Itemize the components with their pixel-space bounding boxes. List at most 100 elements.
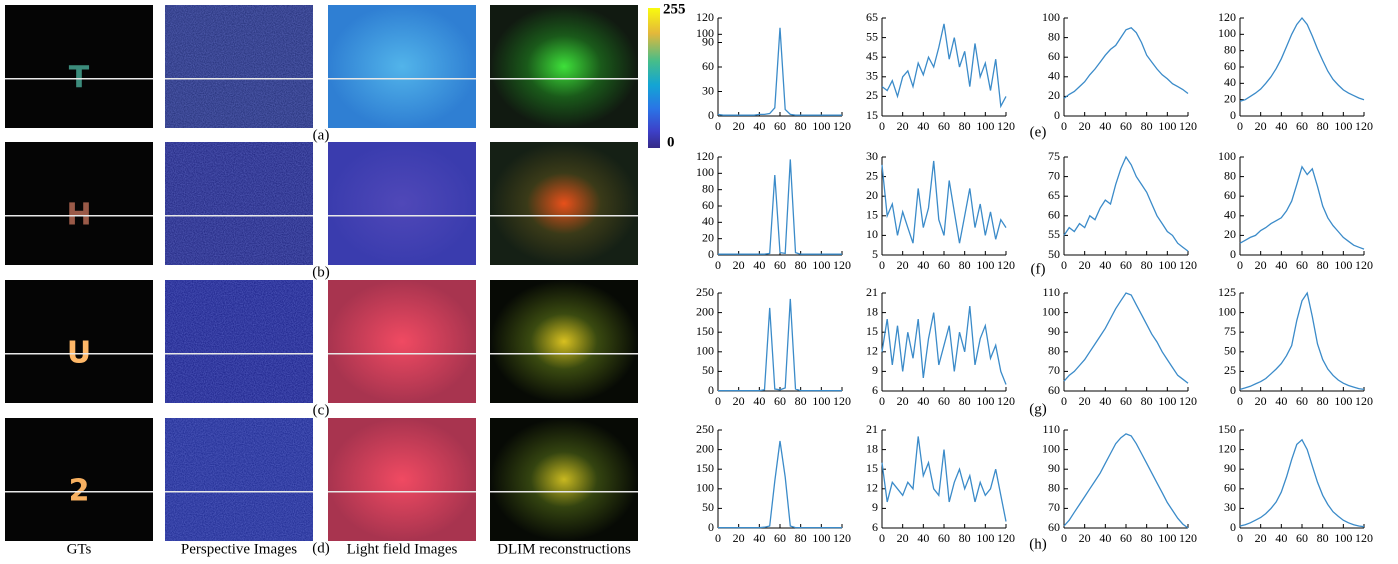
x-tick-label: 60 — [938, 394, 950, 408]
x-tick-label: 0 — [1237, 531, 1243, 545]
perspective-noise — [165, 142, 313, 265]
gt-image — [5, 418, 153, 541]
x-tick-label: 0 — [715, 394, 721, 408]
x-tick-label: 0 — [1061, 119, 1067, 133]
x-tick-label: 100 — [976, 258, 994, 272]
y-tick-label: 40 — [1224, 75, 1236, 89]
x-tick-label: 40 — [1099, 258, 1111, 272]
x-tick-label: 60 — [1120, 258, 1132, 272]
x-tick-label: 40 — [1275, 394, 1287, 408]
y-tick-label: 15 — [866, 108, 878, 122]
y-tick-label: 5 — [872, 247, 878, 261]
x-tick-label: 0 — [1237, 119, 1243, 133]
y-tick-label: 25 — [1224, 363, 1236, 377]
x-tick-label: 120 — [1179, 258, 1197, 272]
profile-curve — [718, 298, 842, 392]
y-tick-label: 90 — [1224, 461, 1236, 475]
x-tick-label: 40 — [1099, 119, 1111, 133]
x-tick-label: 0 — [879, 119, 885, 133]
gt-glyph: U — [67, 335, 91, 370]
y-tick-label: 60 — [1048, 383, 1060, 397]
y-tick-label: 90 — [1048, 324, 1060, 338]
x-tick-label: 80 — [959, 531, 971, 545]
y-tick-label: 90 — [702, 34, 714, 48]
y-tick-label: 0 — [1054, 108, 1060, 122]
colorbar-min: 0 — [667, 134, 675, 150]
profile-curve — [881, 436, 1007, 522]
profile-curve — [881, 306, 1007, 385]
x-tick-label: 40 — [1099, 531, 1111, 545]
x-tick-label: 60 — [1296, 394, 1308, 408]
y-tick-label: 60 — [1224, 188, 1236, 202]
y-tick-label: 30 — [702, 83, 714, 97]
y-tick-label: 110 — [1042, 422, 1060, 436]
y-tick-label: 80 — [1224, 168, 1236, 182]
x-tick-label: 80 — [959, 119, 971, 133]
x-tick-label: 0 — [1061, 258, 1067, 272]
y-tick-label: 100 — [1042, 304, 1060, 318]
x-tick-label: 20 — [1079, 394, 1091, 408]
x-tick-label: 0 — [1237, 394, 1243, 408]
y-tick-label: 9 — [872, 363, 878, 377]
x-tick-label: 40 — [917, 531, 929, 545]
y-tick-label: 100 — [1218, 26, 1236, 40]
y-tick-label: 20 — [1224, 227, 1236, 241]
y-tick-label: 0 — [1230, 383, 1236, 397]
x-tick-label: 60 — [1296, 258, 1308, 272]
y-tick-label: 50 — [702, 363, 714, 377]
y-tick-label: 55 — [866, 29, 878, 43]
x-tick-label: 60 — [1120, 531, 1132, 545]
x-tick-label: 20 — [1255, 394, 1267, 408]
perspective-noise — [165, 418, 313, 541]
y-tick-label: 60 — [1224, 481, 1236, 495]
x-tick-label: 40 — [753, 394, 765, 408]
x-tick-label: 120 — [833, 531, 851, 545]
x-tick-label: 100 — [1334, 531, 1352, 545]
x-tick-label: 100 — [1334, 258, 1352, 272]
y-tick-label: 50 — [702, 500, 714, 514]
y-tick-label: 20 — [702, 230, 714, 244]
x-tick-label: 80 — [1141, 394, 1153, 408]
y-tick-label: 150 — [1218, 422, 1236, 436]
x-tick-label: 80 — [795, 394, 807, 408]
x-tick-label: 120 — [1355, 119, 1373, 133]
x-tick-label: 20 — [897, 394, 909, 408]
x-tick-label: 80 — [959, 394, 971, 408]
x-tick-label: 100 — [1334, 394, 1352, 408]
x-tick-label: 60 — [1120, 394, 1132, 408]
perspective-noise — [165, 5, 313, 128]
profile-curve — [718, 159, 842, 255]
x-tick-label: 40 — [1099, 394, 1111, 408]
dlim-image — [490, 280, 638, 403]
x-tick-label: 60 — [774, 258, 786, 272]
y-tick-label: 150 — [696, 324, 714, 338]
y-tick-label: 50 — [1048, 247, 1060, 261]
gt-glyph: H — [66, 197, 91, 232]
x-tick-label: 100 — [1158, 258, 1176, 272]
y-tick-label: 100 — [1218, 304, 1236, 318]
y-tick-label: 6 — [872, 520, 878, 534]
y-tick-label: 60 — [702, 198, 714, 212]
y-tick-label: 120 — [696, 149, 714, 163]
y-tick-label: 40 — [702, 214, 714, 228]
y-tick-label: 100 — [696, 165, 714, 179]
y-tick-label: 80 — [1048, 29, 1060, 43]
y-tick-label: 0 — [708, 383, 714, 397]
light-field-image — [328, 280, 476, 403]
profile-curve — [1063, 155, 1189, 252]
x-tick-label: 120 — [997, 258, 1015, 272]
y-tick-label: 60 — [1048, 520, 1060, 534]
y-tick-label: 250 — [696, 422, 714, 436]
x-tick-label: 120 — [833, 258, 851, 272]
x-tick-label: 20 — [1255, 531, 1267, 545]
y-tick-label: 100 — [696, 344, 714, 358]
x-tick-label: 60 — [938, 119, 950, 133]
y-tick-label: 100 — [696, 26, 714, 40]
dlim-image — [490, 418, 638, 541]
y-tick-label: 15 — [866, 208, 878, 222]
y-tick-label: 200 — [696, 441, 714, 455]
profile-curve — [1239, 16, 1365, 102]
y-tick-label: 60 — [1224, 59, 1236, 73]
x-tick-label: 40 — [1275, 531, 1287, 545]
y-tick-label: 35 — [866, 69, 878, 83]
